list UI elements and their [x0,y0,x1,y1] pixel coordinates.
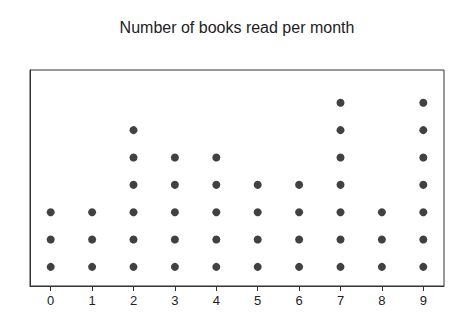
svg-text:2: 2 [130,293,137,308]
svg-text:6: 6 [295,293,302,308]
svg-text:7: 7 [337,293,344,308]
svg-text:Number of books read per month: Number of books read per month [120,19,355,36]
svg-text:4: 4 [213,293,220,308]
svg-text:8: 8 [378,293,385,308]
svg-text:9: 9 [420,293,427,308]
svg-text:0: 0 [47,293,54,308]
svg-text:3: 3 [171,293,178,308]
svg-text:5: 5 [254,293,261,308]
svg-text:1: 1 [88,293,95,308]
